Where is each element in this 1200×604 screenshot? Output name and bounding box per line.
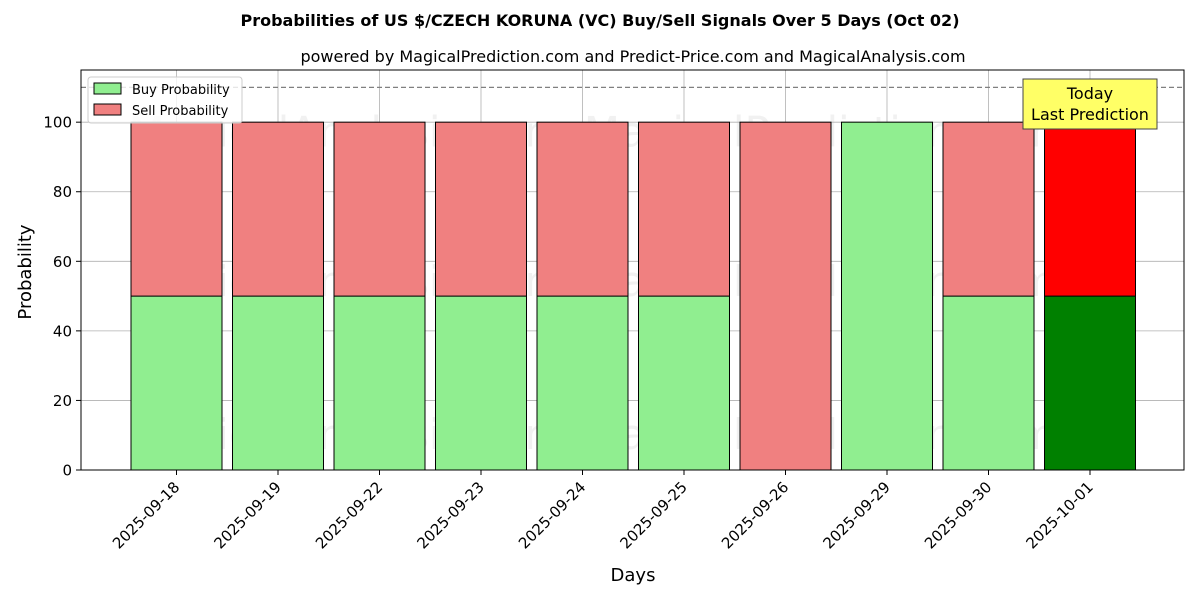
sell-bar [739,121,832,471]
x-axis-label: Days [611,565,656,586]
chart-title: Probabilities of US $/CZECH KORUNA (VC) … [240,11,959,30]
x-tick-label: 2025-09-29 [819,478,893,552]
y-tick-label: 40 [53,322,72,340]
x-tick-label: 2025-09-30 [921,478,995,552]
sell-bar [333,121,426,297]
buy-bar [435,295,527,471]
buy-bar [1044,295,1136,471]
annotation-box [1022,78,1158,130]
x-tick-label: 2025-09-22 [312,478,386,552]
y-axis-label: Probability [15,224,36,319]
annotation-text: Last Prediction [1031,105,1149,124]
x-tick-label: 2025-10-01 [1022,478,1096,552]
y-tick-label: 0 [62,462,72,480]
y-tick-label: 100 [43,114,72,132]
sell-bar [942,121,1035,297]
y-tick-label: 60 [53,253,72,271]
buy-bar [232,295,324,471]
x-tick-label: 2025-09-25 [616,478,690,552]
x-tick-label: 2025-09-23 [413,478,487,552]
legend-box [87,76,243,124]
y-tick-label: 80 [53,183,72,201]
sell-bar [435,121,527,297]
plot-frame [80,69,1185,471]
legend-label: Sell Probability [132,104,229,119]
sell-bar [130,121,223,297]
buy-bar [130,295,223,471]
x-tick-label: 2025-09-19 [210,478,284,552]
buy-bar [333,295,426,471]
sell-bar [536,121,629,297]
bars [81,86,1184,471]
buy-bar [841,121,933,471]
legend: Buy Probability Sell Probability [87,76,243,124]
sell-bar [232,121,324,297]
today-annotation: Today Last Prediction [1022,78,1158,130]
buy-bar [638,295,730,471]
buy-bar [536,295,629,471]
sell-bar [638,121,730,297]
sell-bar [1044,121,1136,297]
legend-swatch [93,103,122,116]
x-tick-label: 2025-09-26 [718,478,792,552]
legend-label: Buy Probability [132,83,230,98]
y-tick-label: 20 [53,392,72,410]
chart-subtitle: powered by MagicalPrediction.com and Pre… [300,47,965,66]
buy-bar [942,295,1035,471]
x-tick-label: 2025-09-24 [515,478,589,552]
x-tick-label: 2025-09-18 [109,478,183,552]
annotation-text: Today [1066,84,1113,103]
legend-swatch [93,82,122,95]
